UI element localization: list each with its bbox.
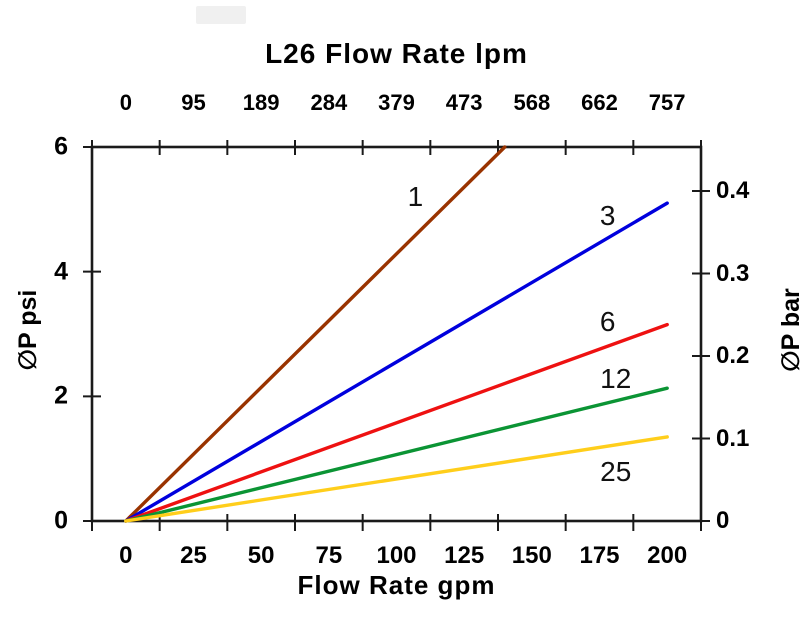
- top-axis-tick-label: 284: [310, 90, 348, 115]
- left-axis-title: ∅P psi: [14, 289, 42, 371]
- top-axis-tick-label: 189: [242, 90, 280, 115]
- right-axis-tick-label: 0.2: [716, 342, 750, 369]
- bottom-axis-tick-label: 100: [376, 542, 417, 569]
- bottom-axis-title: Flow Rate gpm: [297, 570, 496, 600]
- top-axis-tick-label: 0: [119, 90, 132, 115]
- right-axis-tick-label: 0.3: [716, 259, 750, 287]
- chart-title-top-axis-label: L26 Flow Rate lpm: [265, 38, 528, 69]
- left-axis-tick-label: 6: [54, 132, 68, 161]
- bottom-axis-tick-label: 25: [180, 542, 207, 569]
- top-axis-tick-label: 568: [513, 90, 551, 115]
- left-axis-tick-label: 2: [54, 381, 68, 410]
- bottom-axis-tick-label: 150: [511, 542, 552, 569]
- right-axis-tick-label: 0.4: [716, 177, 750, 204]
- top-axis-tick-label: 473: [445, 90, 483, 115]
- top-axis-tick-label: 95: [181, 90, 206, 115]
- series-line-1: [124, 145, 507, 523]
- series-line-12: [124, 386, 669, 523]
- right-axis-tick-label: 0.1: [716, 424, 750, 452]
- bottom-axis-tick-label: 50: [247, 542, 275, 569]
- erased-text-smudge: [196, 6, 246, 24]
- plot-border: [90, 145, 703, 523]
- bottom-axis-tick-label: 125: [444, 542, 485, 569]
- series-line-25: [124, 435, 669, 523]
- series-label-6: 6: [599, 305, 616, 337]
- top-axis-tick-label: 757: [648, 90, 686, 115]
- left-axis-tick-label: 4: [54, 257, 68, 286]
- bottom-axis-tick-label: 175: [579, 542, 620, 569]
- top-axis-tick-label: 662: [581, 90, 618, 115]
- series-line-6: [124, 322, 669, 523]
- right-axis-title: ∅P bar: [777, 288, 805, 372]
- bottom-axis-tick-label: 200: [647, 542, 688, 569]
- series-label-3: 3: [599, 199, 616, 231]
- series-line-3: [124, 201, 669, 523]
- top-axis-tick-label: 379: [378, 90, 415, 115]
- series-label-12: 12: [600, 362, 632, 394]
- series-label-1: 1: [407, 180, 424, 212]
- bottom-axis-tick-label: 0: [119, 542, 133, 569]
- left-axis-tick-label: 0: [54, 506, 68, 535]
- right-axis-tick-label: 0: [716, 507, 730, 534]
- series-label-25: 25: [600, 455, 632, 487]
- bottom-axis-tick-label: 75: [315, 542, 343, 569]
